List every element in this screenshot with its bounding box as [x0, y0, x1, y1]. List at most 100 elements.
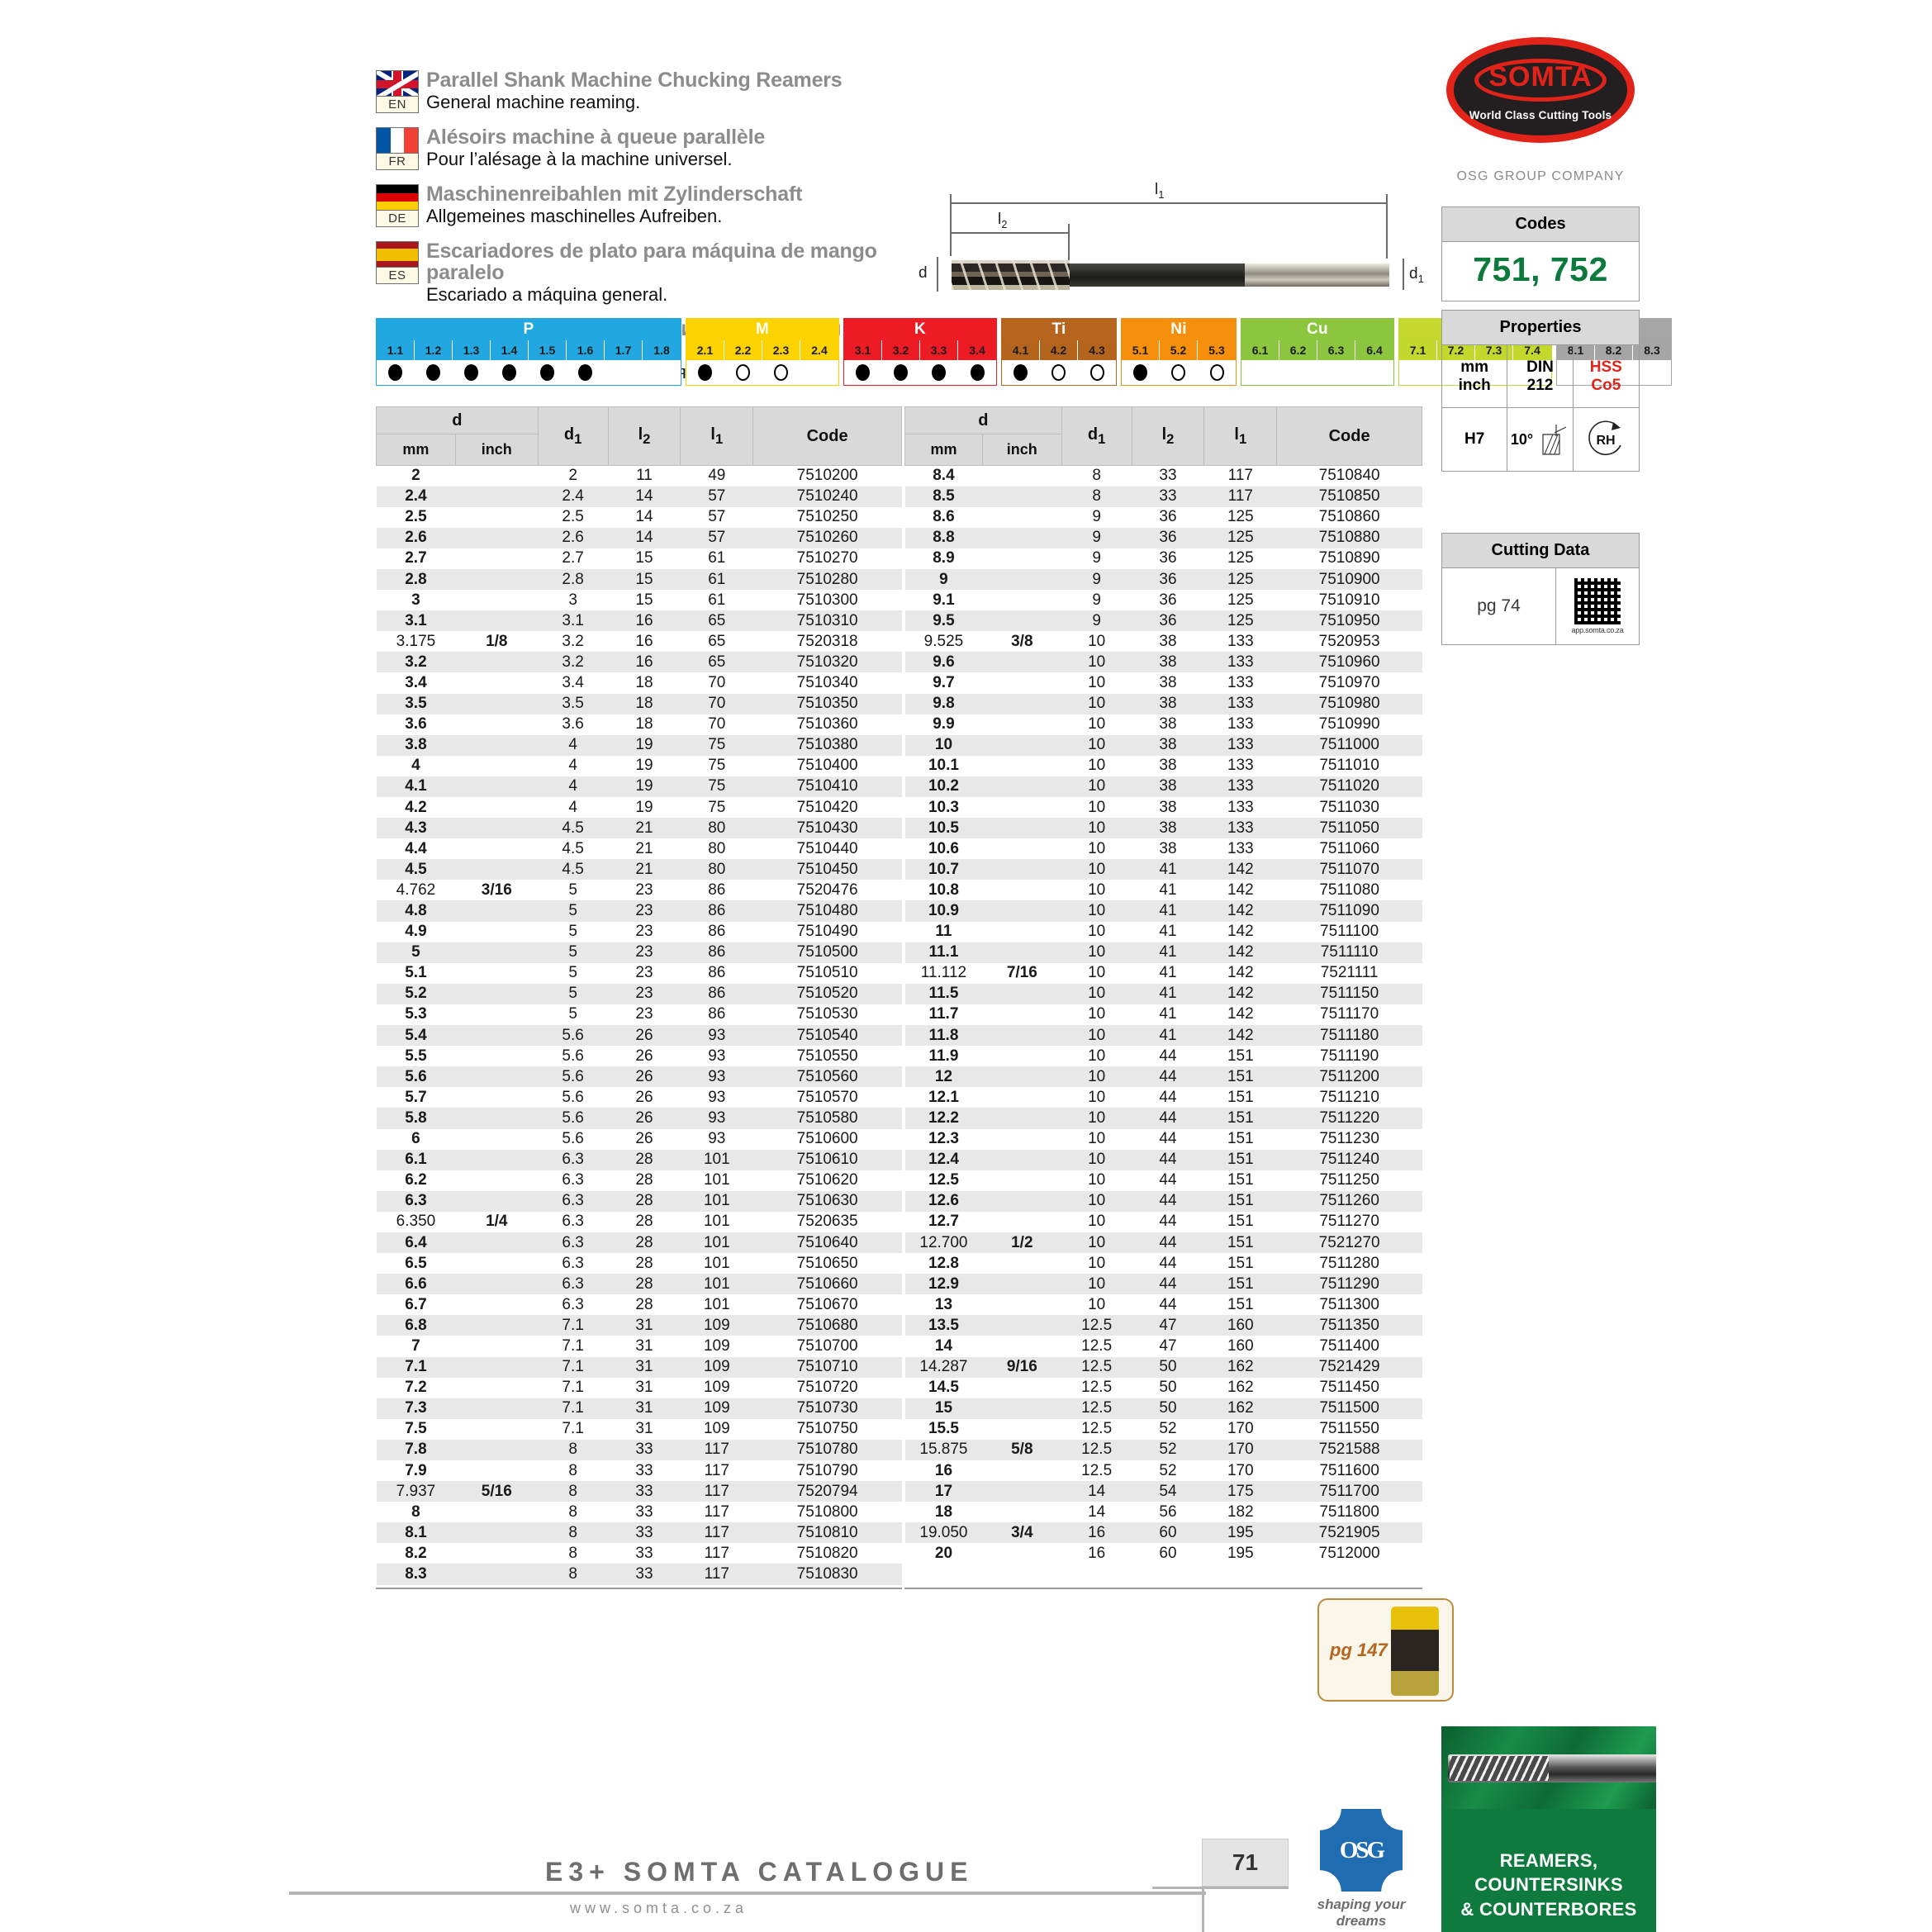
cell-inch	[982, 714, 1061, 735]
material-cell-1.2[interactable]: 1.2	[415, 340, 453, 385]
cell-l1: 101	[680, 1232, 753, 1254]
cell-l2: 41	[1132, 1025, 1204, 1047]
material-cell-6.4[interactable]: 6.4	[1355, 340, 1393, 385]
material-cell-6.3[interactable]: 6.3	[1317, 340, 1355, 385]
material-cell-2.4[interactable]: 2.4	[800, 340, 838, 385]
cutting-data-page-ref[interactable]: pg 74	[1442, 568, 1556, 644]
cell-mm: 15.875	[904, 1439, 983, 1460]
promo-page-ref-box[interactable]: pg 147	[1317, 1598, 1454, 1702]
material-cell-5.1[interactable]: 5.1	[1122, 340, 1160, 385]
cell-d1: 10	[1088, 715, 1106, 733]
cell-l1: 86	[708, 923, 726, 941]
material-rating-indicator	[920, 360, 957, 385]
material-cell-1.5[interactable]: 1.5	[529, 340, 567, 385]
material-cell-5.3[interactable]: 5.3	[1198, 340, 1236, 385]
cell-code: 7510270	[796, 549, 858, 567]
cell-mm: 4.3	[376, 818, 456, 839]
material-cell-4.3[interactable]: 4.3	[1078, 340, 1116, 385]
material-cell-number: 5.2	[1160, 340, 1197, 360]
cell-l1: 170	[1227, 1461, 1254, 1479]
table-row: 12.8 10 44 151 7511280	[905, 1253, 1422, 1274]
banner-text: REAMERS, COUNTERSINKS & COUNTERBORES	[1441, 1809, 1656, 1921]
footer-website-url[interactable]: www.somta.co.za	[570, 1900, 748, 1916]
table-row: 5 5 23 86 7510500	[376, 942, 902, 963]
material-cell-1.4[interactable]: 1.4	[491, 340, 529, 385]
cell-mm: 15	[904, 1398, 983, 1419]
cell-l1: 117	[704, 1461, 729, 1479]
material-cell-2.2[interactable]: 2.2	[724, 340, 762, 385]
material-cell-6.2[interactable]: 6.2	[1279, 340, 1317, 385]
table-row: 14.287 9/16 12.5 50 162 7521429	[904, 1356, 1422, 1378]
table-row: 4.8 5 23 86 7510480	[376, 900, 902, 922]
cell-d1: 14	[1061, 1481, 1132, 1502]
cell-mm: 9.525	[923, 632, 964, 650]
material-cell-3.2[interactable]: 3.2	[882, 340, 920, 385]
cell-l1: 80	[680, 818, 753, 839]
material-cell-4.2[interactable]: 4.2	[1040, 340, 1078, 385]
cell-mm: 7.5	[405, 1420, 427, 1438]
material-cell-1.6[interactable]: 1.6	[567, 340, 605, 385]
cell-d1: 3.4	[562, 673, 584, 691]
material-rating-indicator	[1002, 360, 1039, 385]
cell-inch	[982, 880, 1061, 900]
cell-code: 7510860	[1318, 508, 1380, 526]
material-cell-number: 4.2	[1040, 340, 1077, 360]
material-cell-number: 4.3	[1078, 340, 1116, 360]
material-cell-2.1[interactable]: 2.1	[686, 340, 724, 385]
table-row: 13 10 44 151 7511300	[905, 1294, 1422, 1315]
cell-inch	[455, 1108, 539, 1129]
cell-l1: 133	[1227, 673, 1254, 691]
table-row: 10 10 38 133 7511000	[904, 734, 1422, 756]
cell-code: 7510970	[1318, 673, 1380, 691]
material-cell-1.7[interactable]: 1.7	[605, 340, 643, 385]
table-row: 10.9 10 41 142 7511090	[904, 900, 1422, 922]
cell-l2: 52	[1132, 1439, 1204, 1460]
cutting-data-box: Cutting Data pg 74 app.somta.co.za	[1441, 533, 1640, 645]
cell-l2: 38	[1159, 673, 1177, 691]
cell-inch	[982, 1543, 1061, 1564]
cell-code: 7511210	[1319, 1088, 1379, 1106]
cell-mm: 8.6	[933, 508, 955, 526]
cell-l1: 142	[1227, 881, 1254, 899]
table-row: 14 12.5 47 160 7511400	[905, 1336, 1422, 1356]
cell-mm: 6	[411, 1130, 420, 1148]
cell-l2: 41	[1132, 859, 1204, 881]
material-cell-2.3[interactable]: 2.3	[762, 340, 800, 385]
table-row: 9.9 10 38 133 7510990	[905, 714, 1422, 735]
cutting-data-qr[interactable]: app.somta.co.za	[1556, 568, 1639, 644]
cell-mm: 9.8	[904, 693, 983, 714]
cell-l1: 101	[703, 1254, 730, 1272]
material-cell-3.3[interactable]: 3.3	[920, 340, 958, 385]
cell-l1: 80	[680, 859, 753, 881]
material-cell-number: 1.7	[605, 340, 642, 360]
material-cell-6.1[interactable]: 6.1	[1241, 340, 1279, 385]
cell-code: 7510450	[752, 859, 902, 881]
material-cell-5.2[interactable]: 5.2	[1160, 340, 1198, 385]
cell-l2: 44	[1159, 1171, 1177, 1189]
cell-inch	[455, 672, 538, 693]
material-cell-1.1[interactable]: 1.1	[377, 340, 415, 385]
properties-box-header: Properties	[1442, 311, 1639, 345]
material-cell-1.8[interactable]: 1.8	[643, 340, 681, 385]
cell-code: 7510250	[796, 508, 858, 526]
cell-inch	[455, 1336, 538, 1356]
page-number-rule-horizontal	[1152, 1887, 1289, 1889]
cell-inch	[982, 672, 1061, 693]
spec-table-left-body: 2 2 11 49 7510200 2.4 2.4 14 57 7510240 2.5 2.5 14 57…	[376, 466, 902, 1585]
cell-d1: 6.3	[538, 1149, 609, 1170]
table-row: 4.9 5 23 86 7510490	[377, 922, 902, 942]
material-cell-1.3[interactable]: 1.3	[453, 340, 491, 385]
cell-d1: 10	[1088, 839, 1106, 857]
cell-code: 7510850	[1276, 486, 1422, 507]
cell-d1: 10	[1061, 693, 1132, 714]
cell-inch	[982, 983, 1062, 1004]
cell-mm: 9.9	[933, 715, 955, 733]
material-cell-7.1[interactable]: 7.1	[1399, 340, 1437, 385]
cell-mm: 8.8	[904, 527, 983, 548]
cutting-fluid-can-image	[1391, 1607, 1439, 1696]
cell-mm: 4.4	[405, 839, 427, 857]
material-cell-3.4[interactable]: 3.4	[958, 340, 996, 385]
material-cell-4.1[interactable]: 4.1	[1002, 340, 1040, 385]
material-cell-3.1[interactable]: 3.1	[844, 340, 882, 385]
cell-mm: 4	[411, 757, 420, 775]
